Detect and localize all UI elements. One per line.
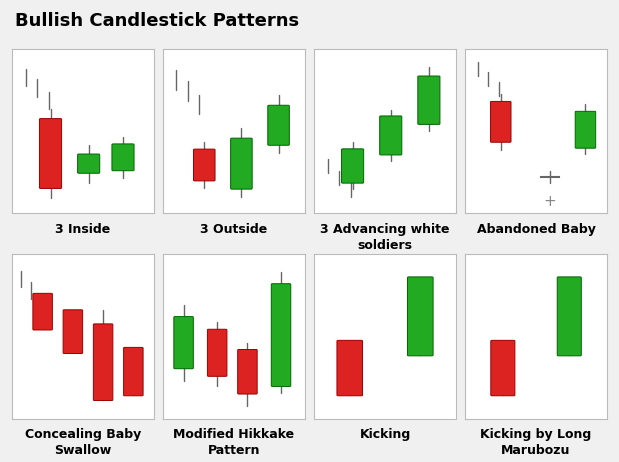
FancyBboxPatch shape [491,340,515,396]
FancyBboxPatch shape [337,340,363,396]
FancyBboxPatch shape [207,329,227,377]
Text: +: + [544,194,556,208]
FancyBboxPatch shape [271,284,291,386]
Text: 3 Advancing white
soldiers: 3 Advancing white soldiers [320,223,450,252]
FancyBboxPatch shape [174,316,193,369]
FancyBboxPatch shape [112,144,134,171]
Text: Modified Hikkake
Pattern: Modified Hikkake Pattern [173,428,295,457]
FancyBboxPatch shape [407,277,433,356]
FancyBboxPatch shape [418,76,440,124]
Text: Kicking: Kicking [360,428,410,441]
FancyBboxPatch shape [231,138,252,189]
Text: Abandoned Baby: Abandoned Baby [477,223,595,236]
FancyBboxPatch shape [268,105,289,145]
Text: 3 Inside: 3 Inside [55,223,111,236]
FancyBboxPatch shape [93,324,113,401]
FancyBboxPatch shape [342,149,363,183]
FancyBboxPatch shape [238,349,257,394]
FancyBboxPatch shape [33,293,53,330]
Text: Bullish Candlestick Patterns: Bullish Candlestick Patterns [15,12,300,30]
FancyBboxPatch shape [557,277,581,356]
FancyBboxPatch shape [490,102,511,142]
FancyBboxPatch shape [77,154,100,173]
FancyBboxPatch shape [194,149,215,181]
FancyBboxPatch shape [575,111,595,148]
Text: Concealing Baby
Swallow: Concealing Baby Swallow [25,428,141,457]
Text: Kicking by Long
Marubozu: Kicking by Long Marubozu [480,428,592,457]
Text: 3 Outside: 3 Outside [201,223,267,236]
FancyBboxPatch shape [124,347,143,396]
FancyBboxPatch shape [63,310,82,353]
FancyBboxPatch shape [379,116,402,155]
FancyBboxPatch shape [40,119,61,188]
